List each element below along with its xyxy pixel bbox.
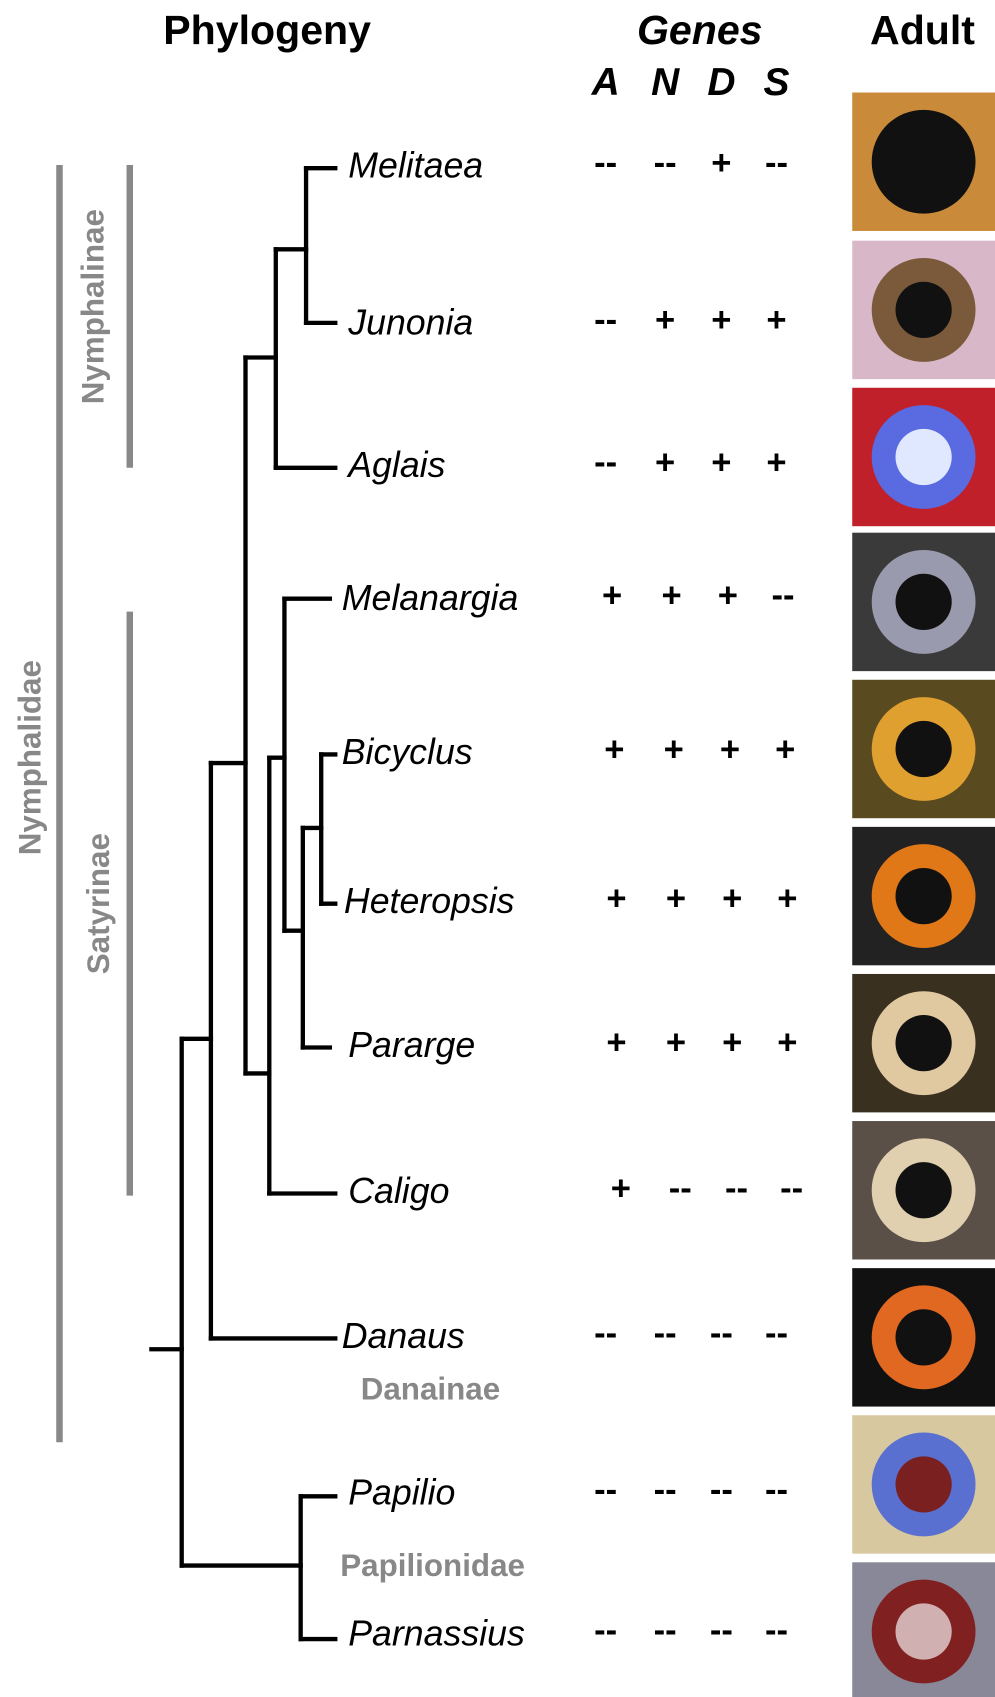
wing-spot — [896, 429, 952, 485]
taxon-name: Caligo — [348, 1171, 449, 1211]
wing-spot — [896, 1015, 952, 1071]
gene-state: + — [711, 301, 731, 339]
gene-column-label: S — [764, 61, 790, 104]
gene-column-label: N — [651, 61, 680, 104]
taxon-name: Junonia — [347, 302, 473, 342]
gene-state: -- — [780, 1169, 803, 1207]
papilionidae-label: Papilionidae — [340, 1548, 525, 1583]
gene-state: + — [777, 1023, 797, 1061]
adult-images — [852, 93, 995, 1697]
gene-state: -- — [710, 1612, 733, 1650]
gene-state: + — [664, 730, 684, 768]
taxon-name: Danaus — [342, 1316, 465, 1356]
phylogeny-header: Phylogeny — [163, 7, 371, 53]
gene-state: -- — [710, 1471, 733, 1509]
gene-state: -- — [594, 1471, 617, 1509]
gene-state: + — [775, 730, 795, 768]
taxon-name: Heteropsis — [344, 881, 515, 921]
gene-state: -- — [771, 577, 794, 615]
gene-state: + — [718, 577, 738, 615]
wing-spot — [896, 868, 952, 924]
gene-state: + — [606, 1023, 626, 1061]
wing-spot — [896, 574, 952, 630]
taxon-name: Papilio — [348, 1473, 455, 1513]
gene-state: -- — [594, 444, 617, 482]
gene-state: + — [722, 880, 742, 918]
gene-state: + — [662, 577, 682, 615]
taxon-name: Parnassius — [348, 1613, 525, 1653]
gene-state: -- — [654, 1314, 677, 1352]
gene-state: + — [766, 444, 786, 482]
wing-spot — [896, 134, 952, 190]
wing-spot — [896, 282, 952, 338]
gene-column-label: A — [591, 61, 620, 104]
figure: Phylogeny Genes Adult Nymphalinae Satyri… — [0, 0, 995, 1697]
gene-state: + — [777, 880, 797, 918]
gene-state: -- — [594, 1314, 617, 1352]
gene-state: + — [655, 301, 675, 339]
gene-state: + — [655, 444, 675, 482]
gene-state: -- — [765, 1612, 788, 1650]
adult-header: Adult — [870, 7, 975, 53]
gene-state: -- — [710, 1314, 733, 1352]
gene-state: -- — [725, 1169, 748, 1207]
gene-state: + — [666, 880, 686, 918]
wing-spot — [896, 1603, 952, 1659]
taxon-name: Melanargia — [342, 578, 519, 618]
gene-state: + — [711, 444, 731, 482]
taxon-name: Aglais — [346, 445, 445, 485]
gene-state: + — [720, 730, 740, 768]
wing-spot — [896, 1456, 952, 1512]
wing-spot — [896, 1162, 952, 1218]
gene-state: -- — [594, 144, 617, 182]
gene-state: -- — [594, 1612, 617, 1650]
gene-state: -- — [765, 1314, 788, 1352]
tree — [151, 168, 335, 1639]
taxon-name: Melitaea — [348, 146, 483, 186]
taxon-name: Bicyclus — [342, 732, 473, 772]
wing-spot — [896, 721, 952, 777]
gene-state: -- — [654, 144, 677, 182]
danainae-label: Danainae — [361, 1372, 500, 1407]
gene-state: + — [722, 1023, 742, 1061]
gene-state: + — [604, 730, 624, 768]
taxon-name: Pararge — [348, 1025, 475, 1065]
gene-state: + — [606, 880, 626, 918]
genes-header: Genes — [637, 7, 763, 53]
gene-state: + — [766, 301, 786, 339]
nymphalidae-label: Nymphalidae — [13, 660, 48, 855]
nymphalinae-label: Nymphalinae — [75, 209, 110, 404]
gene-state: + — [602, 577, 622, 615]
satyrinae-label: Satyrinae — [81, 833, 116, 974]
gene-state: -- — [669, 1169, 692, 1207]
gene-state: -- — [654, 1612, 677, 1650]
gene-state: + — [611, 1169, 631, 1207]
gene-state: + — [711, 144, 731, 182]
gene-state: -- — [594, 301, 617, 339]
gene-state: -- — [765, 1471, 788, 1509]
gene-state: -- — [654, 1471, 677, 1509]
wing-spot — [896, 1309, 952, 1365]
gene-state: -- — [765, 144, 788, 182]
gene-column-label: D — [707, 61, 735, 104]
gene-state: + — [666, 1023, 686, 1061]
